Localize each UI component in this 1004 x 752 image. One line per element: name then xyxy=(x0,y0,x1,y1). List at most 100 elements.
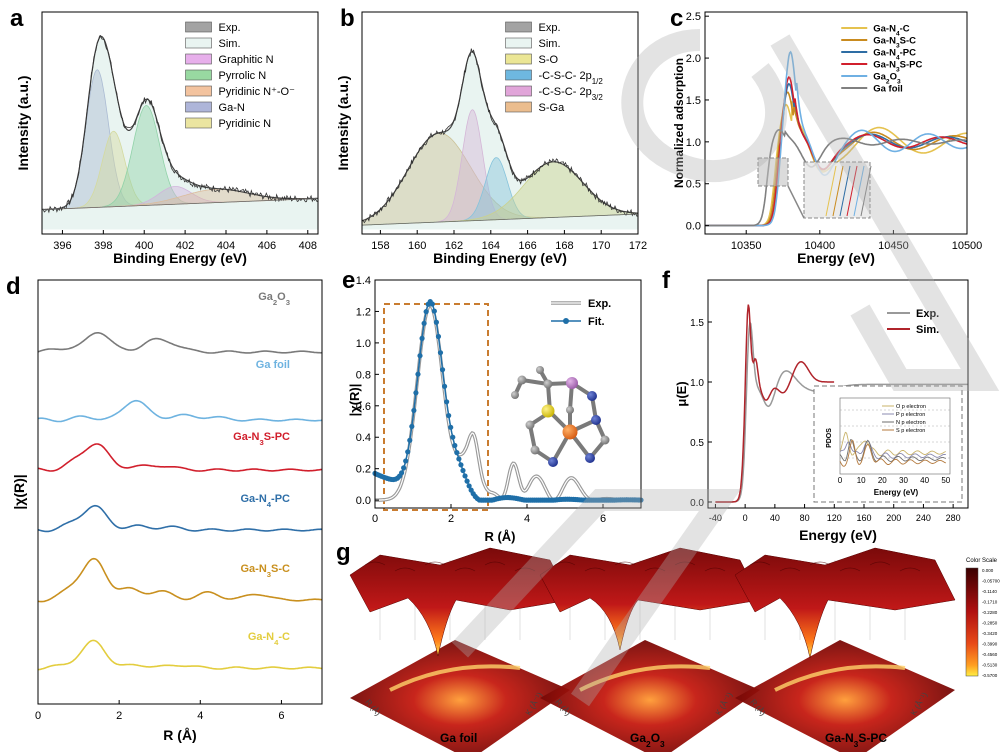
wavelet-floor-highlight xyxy=(389,664,521,692)
fit-marker xyxy=(446,412,452,419)
x-tick-label: 408 xyxy=(299,240,317,252)
surface-ridge xyxy=(644,567,666,572)
legend-label: Ga-N3S-PC xyxy=(873,60,922,74)
legend-swatch xyxy=(185,101,212,113)
legend-swatch xyxy=(185,117,212,129)
pdos-inset-axes xyxy=(839,397,951,475)
surface-label: Ga-N3S-PC xyxy=(825,731,887,749)
fit-marker xyxy=(411,407,417,414)
x-axis-label-e: R (Å) xyxy=(484,529,515,544)
x-tick-label: 166 xyxy=(518,240,536,252)
legend-swatch xyxy=(185,53,212,65)
surface-ridge xyxy=(614,561,636,566)
baseline-curve xyxy=(41,198,318,210)
pdos-curve xyxy=(839,440,946,460)
y-tick-label: 0.5 xyxy=(686,179,701,191)
panel-d: d 0 2 4 6 R (Å) |χ(R)| Ga2O3 Ga foil Ga-N3S-P… xyxy=(6,273,323,743)
wavelet-floor-highlight xyxy=(774,664,906,692)
series-label: Ga-N3S-C xyxy=(240,563,290,579)
wavelet-surface-2: R (Å) K (Å⁻¹)Ga2O3 xyxy=(539,547,761,752)
y-tick-label: 0.2 xyxy=(356,464,371,476)
fit-marker xyxy=(401,465,407,471)
fit-marker xyxy=(423,309,429,315)
y-tick-label: 0.0 xyxy=(356,495,371,507)
x-tick-label: 170 xyxy=(592,240,610,252)
legend-label: Sim. xyxy=(916,324,939,336)
y-tick-label: 0.8 xyxy=(356,369,371,381)
legend-label: Ga-N3S-C xyxy=(873,36,916,50)
zoom-connector xyxy=(787,185,805,219)
fit-marker xyxy=(460,467,466,474)
carbon-atom xyxy=(511,391,519,399)
x-tick-label: 404 xyxy=(217,240,235,252)
nitrogen-atom xyxy=(548,457,558,467)
x-tick-label: 120 xyxy=(827,513,842,523)
x-tick-label: 200 xyxy=(886,513,901,523)
y-tick-label: 1.0 xyxy=(690,378,704,389)
pdos-legend-label: S p electron xyxy=(896,428,925,434)
ft-curve-ga-n3s-pc xyxy=(37,443,323,472)
x-tick-label: 10350 xyxy=(731,240,762,252)
fit-marker xyxy=(464,478,470,484)
x-tick-label: 6 xyxy=(600,513,606,525)
wavelet-surface-3: R (Å) K (Å⁻¹)Ga-N3S-PC xyxy=(734,547,956,752)
zoom-curve xyxy=(846,165,858,217)
legend-label: Ga2O3 xyxy=(873,72,901,86)
xanes-curve-ga-foil xyxy=(705,128,968,227)
x-tick-label: 400 xyxy=(135,240,153,252)
pdos-curve xyxy=(839,431,946,457)
panel-label-d: d xyxy=(6,273,21,300)
legend-label: -C-S-C- 2p1/2 xyxy=(539,70,604,86)
panel-label-b: b xyxy=(340,5,355,32)
pdos-legend-label: O p electron xyxy=(896,404,926,410)
watermark-shape xyxy=(621,29,788,183)
fit-marker xyxy=(462,473,468,479)
ft-curve-ga2o3 xyxy=(37,332,323,354)
series-label: Ga-N4-C xyxy=(248,631,290,647)
legend-label: Pyridinic N xyxy=(219,118,272,130)
zoom-curve xyxy=(825,165,837,217)
fit-marker xyxy=(466,483,472,489)
fit-marker xyxy=(419,335,425,341)
colorbar-tick-label: 0.000 xyxy=(982,568,994,573)
structure-inset xyxy=(511,366,610,467)
y-axis-label-e: |χ(R)| xyxy=(347,384,362,417)
x-tick-label: 10500 xyxy=(952,240,983,252)
carbon-atom xyxy=(566,406,574,414)
fit-marker xyxy=(417,353,423,359)
x-tick-label: 4 xyxy=(524,513,530,525)
carbon-atom xyxy=(543,379,553,389)
pdos-inset-ylabel: PDOS xyxy=(826,428,833,448)
colorbar xyxy=(965,567,979,677)
surface-ridge xyxy=(779,567,801,572)
fit-marker xyxy=(421,320,427,326)
x-axis-label-a: Binding Energy (eV) xyxy=(113,250,247,266)
y-axis-label-c: Normalized adsorption xyxy=(672,58,686,188)
colorbar-tick-label: -0.5700 xyxy=(982,673,998,678)
legend-swatch xyxy=(505,101,532,113)
pdos-legend-label: N p electron xyxy=(896,420,926,426)
x-tick-label: 10450 xyxy=(878,240,909,252)
exp-curve xyxy=(361,48,639,224)
surface-ridge xyxy=(704,567,726,572)
legend-swatch xyxy=(185,85,212,97)
y-tick-label: 0.5 xyxy=(690,438,704,449)
panel-label-f: f xyxy=(662,267,671,294)
surface-ridge xyxy=(394,567,416,572)
fit-marker xyxy=(448,424,454,430)
plot-frame-e xyxy=(374,279,642,509)
phosphorus-atom xyxy=(566,377,578,389)
panel-label-c: c xyxy=(670,5,683,32)
plot-frame-d xyxy=(37,279,323,705)
pdos-tick-label: 50 xyxy=(941,476,950,485)
panel-a: a 396 398 400 402 404 406 408 Binding Energy (… xyxy=(10,5,319,266)
x-tick-label: 406 xyxy=(258,240,276,252)
legend-swatch xyxy=(505,53,532,65)
y-axis-label-d: |χ(R)| xyxy=(11,474,27,509)
x-tick-label: -40 xyxy=(709,513,722,523)
nitrogen-atom xyxy=(591,415,601,425)
x-tick-label: 398 xyxy=(94,240,112,252)
surface-ridge xyxy=(674,561,696,566)
